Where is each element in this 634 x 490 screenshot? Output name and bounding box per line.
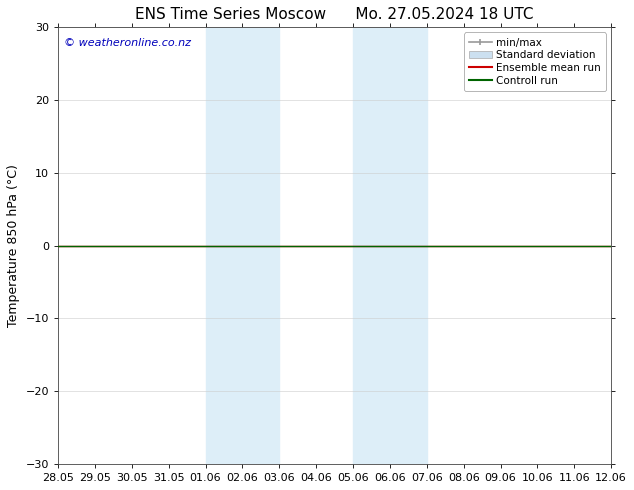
Bar xyxy=(390,27,427,464)
Legend: min/max, Standard deviation, Ensemble mean run, Controll run: min/max, Standard deviation, Ensemble me… xyxy=(463,32,606,91)
Bar xyxy=(242,27,280,464)
Title: ENS Time Series Moscow      Mo. 27.05.2024 18 UTC: ENS Time Series Moscow Mo. 27.05.2024 18… xyxy=(135,7,534,22)
Y-axis label: Temperature 850 hPa (°C): Temperature 850 hPa (°C) xyxy=(7,164,20,327)
Bar xyxy=(205,27,242,464)
Text: © weatheronline.co.nz: © weatheronline.co.nz xyxy=(63,38,191,48)
Bar xyxy=(353,27,390,464)
